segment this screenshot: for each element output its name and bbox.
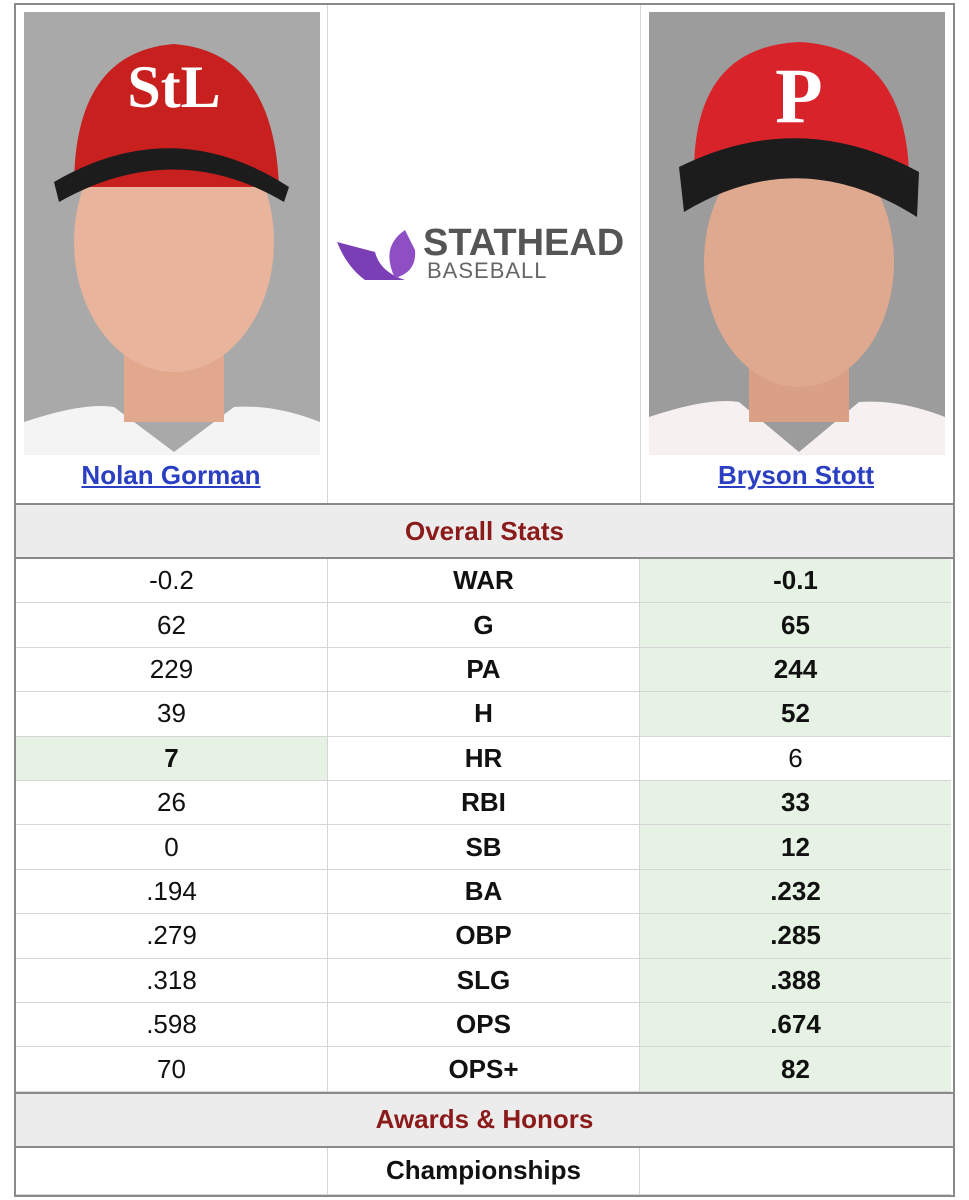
stat-label: SB — [327, 825, 640, 870]
stat-value: 229 — [16, 648, 327, 693]
stat-label: BA — [327, 869, 640, 915]
stat-label: H — [327, 692, 640, 737]
stat-value: 65 — [640, 603, 951, 648]
stat-value: 52 — [640, 692, 951, 737]
stat-value: 33 — [640, 781, 951, 826]
stat-value: -0.2 — [16, 559, 327, 604]
stat-value: 0 — [16, 825, 327, 870]
section-header: Awards & Honors — [16, 1091, 953, 1148]
stat-value: 82 — [640, 1047, 951, 1092]
stat-value: .194 — [16, 870, 327, 915]
player-photo: StL — [24, 12, 320, 455]
stat-value: 62 — [16, 603, 327, 648]
stat-value: 26 — [16, 781, 327, 826]
svg-text:P: P — [775, 52, 823, 139]
stat-label: OBP — [327, 914, 640, 959]
player-name[interactable]: Bryson Stott — [718, 460, 874, 490]
stat-value: .279 — [16, 914, 327, 959]
stat-value: 12 — [640, 825, 951, 870]
stat-label: Championships — [327, 1147, 640, 1195]
divider — [640, 5, 641, 503]
player-name[interactable]: Nolan Gorman — [81, 460, 261, 490]
player-photo: P — [649, 12, 945, 455]
divider — [327, 5, 328, 503]
svg-text:StL: StL — [127, 54, 220, 120]
stat-value: 70 — [16, 1047, 327, 1092]
stat-label: OPS — [327, 1003, 640, 1048]
stat-value: .388 — [640, 958, 951, 1003]
stat-value: 39 — [16, 692, 327, 737]
stat-value — [16, 1148, 327, 1195]
logo-sport: BASEBALL — [427, 258, 548, 283]
stat-label: SLG — [327, 958, 640, 1003]
stat-label: WAR — [327, 559, 640, 604]
stat-value: 244 — [640, 647, 951, 693]
stat-label: RBI — [327, 781, 640, 826]
stat-value: .318 — [16, 959, 327, 1003]
logo: STATHEAD BASEBALL — [337, 222, 624, 283]
stat-label: PA — [327, 647, 640, 693]
section-header: Overall Stats — [16, 503, 953, 559]
stat-value: .232 — [640, 869, 951, 915]
comparison-table — [14, 3, 955, 1197]
stat-label: OPS+ — [327, 1047, 640, 1092]
stat-value: 6 — [640, 737, 951, 781]
logo-brand: STATHEAD — [423, 222, 624, 264]
stat-label: HR — [327, 736, 640, 781]
stat-value: .674 — [640, 1003, 951, 1048]
stat-value: -0.1 — [640, 559, 951, 604]
stat-label: G — [327, 603, 640, 648]
stat-value — [640, 1148, 951, 1195]
stat-value: .285 — [640, 914, 951, 959]
stat-value: 7 — [16, 736, 327, 781]
stat-value: .598 — [16, 1003, 327, 1048]
